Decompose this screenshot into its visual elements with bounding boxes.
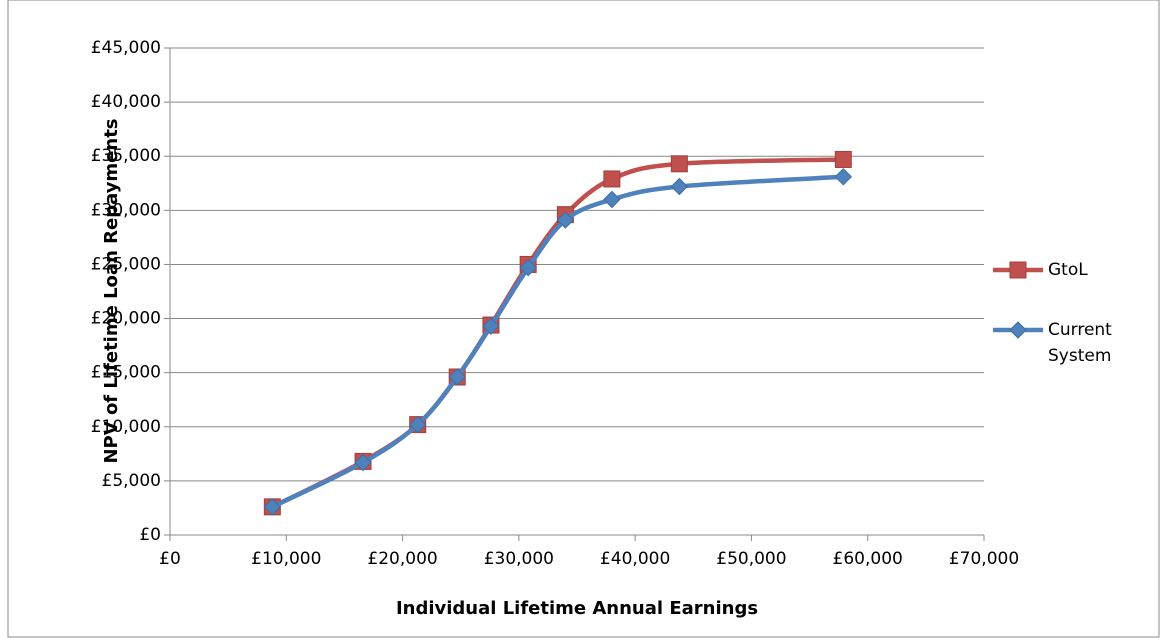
y-tick-label: £20,000 — [91, 309, 161, 329]
y-tick-label: £40,000 — [91, 92, 161, 112]
y-tick-label: £25,000 — [91, 254, 161, 274]
y-axis-title: NPV of Lifetime Loan Repayments — [101, 118, 122, 463]
x-tick-label: £70,000 — [949, 549, 1019, 569]
y-tick-label: £15,000 — [91, 363, 161, 383]
marker — [354, 453, 372, 472]
legend-marker — [1009, 261, 1027, 279]
marker — [556, 211, 575, 229]
marker — [603, 190, 621, 209]
x-tick-label: £30,000 — [484, 549, 554, 569]
legend-label: GtoL — [1048, 260, 1088, 280]
legend-marker — [1009, 321, 1027, 339]
legend-label: Current System — [1048, 320, 1117, 366]
x-tick-label: £40,000 — [600, 549, 670, 569]
y-tick-label: £5,000 — [102, 471, 161, 491]
marker — [408, 415, 427, 434]
y-tick-label: £35,000 — [91, 146, 161, 166]
marker — [519, 258, 537, 277]
y-tick-label: £30,000 — [91, 200, 161, 220]
y-tick-label: £10,000 — [91, 417, 161, 437]
x-tick-label: £50,000 — [716, 549, 786, 569]
x-tick-label: £10,000 — [251, 549, 321, 569]
x-tick-label: £20,000 — [367, 549, 437, 569]
marker — [670, 177, 689, 196]
y-tick-label: £45,000 — [91, 38, 161, 58]
marker — [670, 155, 688, 173]
marker — [834, 150, 852, 168]
marker — [603, 170, 621, 188]
marker — [834, 168, 853, 186]
x-axis-title: Individual Lifetime Annual Earnings — [396, 598, 758, 619]
series-line — [271, 174, 844, 509]
x-tick-label: £0 — [159, 549, 181, 569]
marker — [482, 317, 500, 335]
y-tick-label: £0 — [139, 525, 161, 545]
marker — [448, 368, 466, 386]
marker — [263, 498, 282, 516]
x-tick-label: £60,000 — [833, 549, 903, 569]
